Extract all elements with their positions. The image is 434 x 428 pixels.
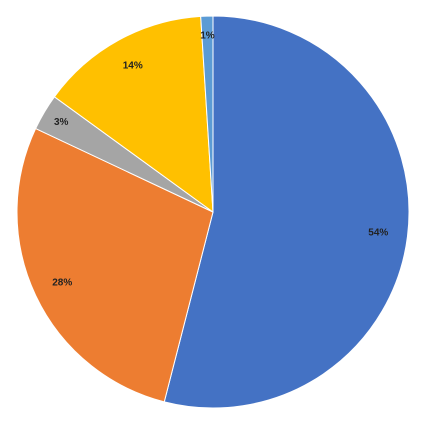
data-label: 28% (52, 278, 72, 289)
data-label: 3% (54, 117, 69, 128)
pie-slice (16, 127, 214, 403)
pie-slice (53, 15, 214, 214)
data-label: 14% (123, 61, 143, 72)
data-label: 1% (200, 30, 215, 41)
data-label: 54% (368, 228, 388, 239)
pie-slice (200, 15, 214, 213)
pie-slice (163, 15, 410, 409)
